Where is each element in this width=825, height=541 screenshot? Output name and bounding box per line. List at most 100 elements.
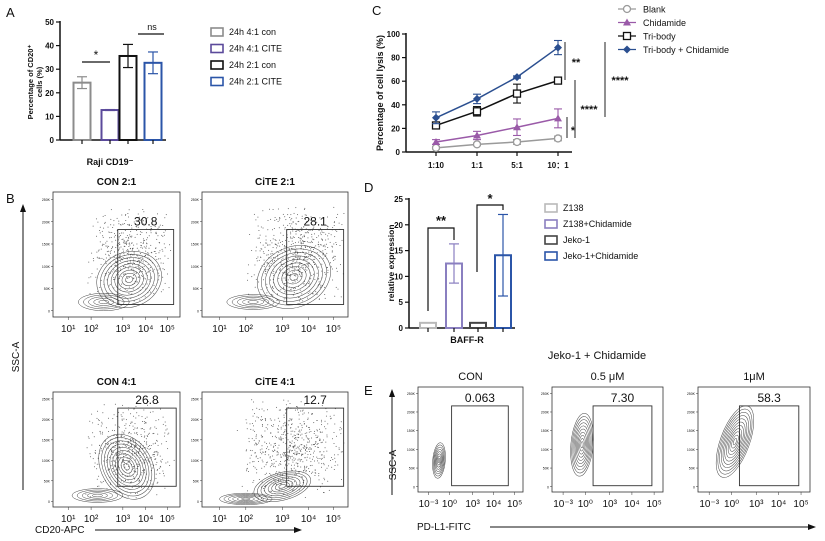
event-dot [295, 428, 297, 430]
event-dot [159, 455, 161, 457]
event-dot [293, 274, 295, 276]
event-dot [325, 428, 327, 430]
event-dot [298, 448, 300, 450]
event-dot [288, 455, 290, 457]
event-dot [164, 255, 166, 257]
event-dot [283, 286, 285, 288]
event-dot [292, 230, 294, 232]
event-dot [128, 286, 130, 288]
y-tick-label: 100 [387, 30, 401, 39]
event-dot [304, 263, 306, 265]
event-dot [95, 218, 97, 220]
event-dot [130, 481, 132, 483]
event-dot [306, 232, 308, 234]
y-tick-label: 150K [42, 438, 51, 442]
y-tick-label: 0 [396, 148, 401, 157]
event-dot [258, 408, 260, 410]
event-dot [271, 250, 273, 252]
event-dot [143, 220, 145, 222]
event-dot [157, 481, 159, 483]
event-dot [112, 442, 114, 444]
event-dot [284, 460, 286, 462]
y-tick-label: 0 [399, 324, 404, 333]
event-dot [112, 227, 114, 229]
event-dot [140, 247, 142, 249]
event-dot [311, 464, 313, 466]
legend-label: Tri-body + Chidamide [643, 45, 729, 55]
event-dot [168, 287, 170, 289]
event-dot [119, 224, 121, 226]
event-dot [314, 278, 316, 280]
plot-title: CiTE 2:1 [255, 177, 295, 188]
event-dot [122, 453, 124, 455]
event-dot [149, 428, 151, 430]
event-dot [136, 230, 138, 232]
event-dot [308, 440, 310, 442]
event-dot [261, 424, 263, 426]
event-dot [290, 288, 292, 290]
event-dot [302, 239, 304, 241]
event-dot [292, 489, 294, 491]
event-dot [260, 289, 262, 291]
event-dot [272, 294, 274, 296]
event-dot [126, 457, 128, 459]
event-dot [152, 443, 154, 445]
y-tick-label: 5 [399, 298, 404, 307]
event-dot [128, 223, 130, 225]
event-dot [110, 237, 112, 239]
event-dot [109, 476, 111, 478]
event-dot [256, 257, 258, 259]
event-dot [263, 259, 265, 261]
event-dot [304, 497, 306, 499]
event-dot [136, 432, 138, 434]
event-dot [108, 245, 110, 247]
event-dot [266, 428, 268, 430]
event-dot [145, 442, 147, 444]
event-dot [306, 459, 308, 461]
event-dot [137, 465, 139, 467]
event-dot [326, 436, 328, 438]
plot-frame [201, 191, 349, 318]
event-dot [332, 226, 334, 228]
event-dot [143, 420, 145, 422]
event-dot [276, 247, 278, 249]
event-dot [146, 416, 148, 418]
event-dot [143, 241, 145, 243]
event-dot [337, 288, 339, 290]
event-dot [304, 465, 306, 467]
event-dot [312, 273, 314, 275]
event-dot [301, 424, 303, 426]
event-dot [307, 417, 309, 419]
event-dot [118, 257, 120, 259]
event-dot [292, 445, 294, 447]
event-dot [155, 473, 157, 475]
event-dot [133, 415, 135, 417]
event-dot [310, 449, 312, 451]
event-dot [301, 246, 303, 248]
event-dot [113, 470, 115, 472]
event-dot [334, 236, 336, 238]
event-dot [293, 221, 295, 223]
contour [121, 272, 137, 287]
event-dot [150, 226, 152, 228]
event-dot [107, 250, 109, 252]
event-dot [308, 241, 310, 243]
event-dot [285, 239, 287, 241]
event-dot [133, 446, 135, 448]
event-dot [100, 263, 102, 265]
event-dot [305, 447, 307, 449]
event-dot [118, 453, 120, 455]
event-dot [168, 432, 170, 434]
event-dot [313, 226, 315, 228]
event-dot [120, 414, 122, 416]
x-tick-label: 10⁴ [771, 499, 786, 510]
event-dot [158, 279, 160, 281]
event-dot [300, 410, 302, 412]
event-dot [100, 425, 102, 427]
contour [228, 494, 264, 504]
event-dot [133, 271, 135, 273]
event-dot [143, 436, 145, 438]
event-dot [111, 429, 113, 431]
event-dot [283, 455, 285, 457]
event-dot [294, 253, 296, 255]
